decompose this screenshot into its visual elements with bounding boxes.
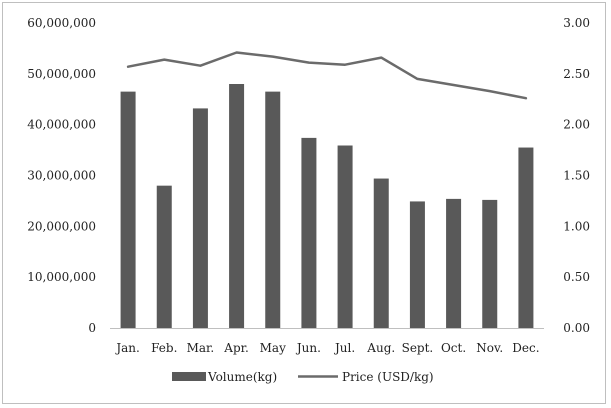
left-tick-label: 0 bbox=[88, 321, 96, 335]
x-tick-label: Jan. bbox=[114, 341, 140, 355]
x-tick-label: Sept. bbox=[402, 341, 434, 355]
x-tick-label: Aug. bbox=[366, 341, 395, 355]
left-tick-label: 30,000,000 bbox=[27, 169, 96, 183]
price-line bbox=[126, 51, 528, 100]
right-tick-label: 1.50 bbox=[563, 169, 590, 183]
bar bbox=[518, 147, 534, 328]
right-axis: 0.00 0.50 1.00 1.50 2.00 2.50 3.00 bbox=[563, 16, 590, 335]
x-axis-labels: Jan. Feb. Mar. Apr. May Jun. Jul. Aug. Sept. Oct.… bbox=[114, 341, 539, 355]
legend-swatch-volume bbox=[172, 372, 206, 381]
left-tick-label: 20,000,000 bbox=[27, 219, 96, 233]
right-tick-label: 0.50 bbox=[563, 270, 590, 284]
bar bbox=[265, 91, 281, 328]
right-tick-label: 3.00 bbox=[563, 16, 590, 30]
left-axis: 0 10,000,000 20,000,000 30,000,000 40,000,00… bbox=[27, 16, 96, 335]
bar bbox=[337, 145, 353, 328]
left-tick-label: 10,000,000 bbox=[27, 270, 96, 284]
legend-label-price: Price (USD/kg) bbox=[342, 370, 434, 384]
legend-label-volume: Volume(kg) bbox=[207, 370, 277, 384]
bar bbox=[156, 185, 172, 328]
bar bbox=[301, 137, 317, 328]
left-tick-label: 50,000,000 bbox=[27, 67, 96, 81]
x-tick-label: Oct. bbox=[441, 341, 466, 355]
bar bbox=[409, 201, 425, 328]
bar bbox=[482, 199, 498, 328]
left-tick-label: 60,000,000 bbox=[27, 16, 96, 30]
x-tick-label: Feb. bbox=[151, 341, 177, 355]
x-tick-label: Nov. bbox=[476, 341, 503, 355]
bar bbox=[446, 198, 462, 328]
bar bbox=[120, 91, 136, 328]
right-tick-label: 1.00 bbox=[563, 219, 590, 233]
left-tick-label: 40,000,000 bbox=[27, 118, 96, 132]
right-tick-label: 0.00 bbox=[563, 321, 590, 335]
right-tick-label: 2.00 bbox=[563, 118, 590, 132]
x-tick-label: Apr. bbox=[223, 341, 249, 355]
bar bbox=[229, 84, 245, 328]
right-tick-label: 2.50 bbox=[563, 67, 590, 81]
bar bbox=[192, 108, 208, 329]
bar-series bbox=[120, 84, 534, 329]
x-tick-label: Jun. bbox=[295, 341, 321, 355]
bar bbox=[373, 178, 389, 328]
x-tick-label: May bbox=[260, 341, 286, 355]
x-tick-label: Jul. bbox=[333, 341, 355, 355]
x-tick-label: Dec. bbox=[512, 341, 539, 355]
x-tick-label: Mar. bbox=[187, 341, 215, 355]
legend: Volume(kg) Price (USD/kg) bbox=[172, 370, 434, 384]
